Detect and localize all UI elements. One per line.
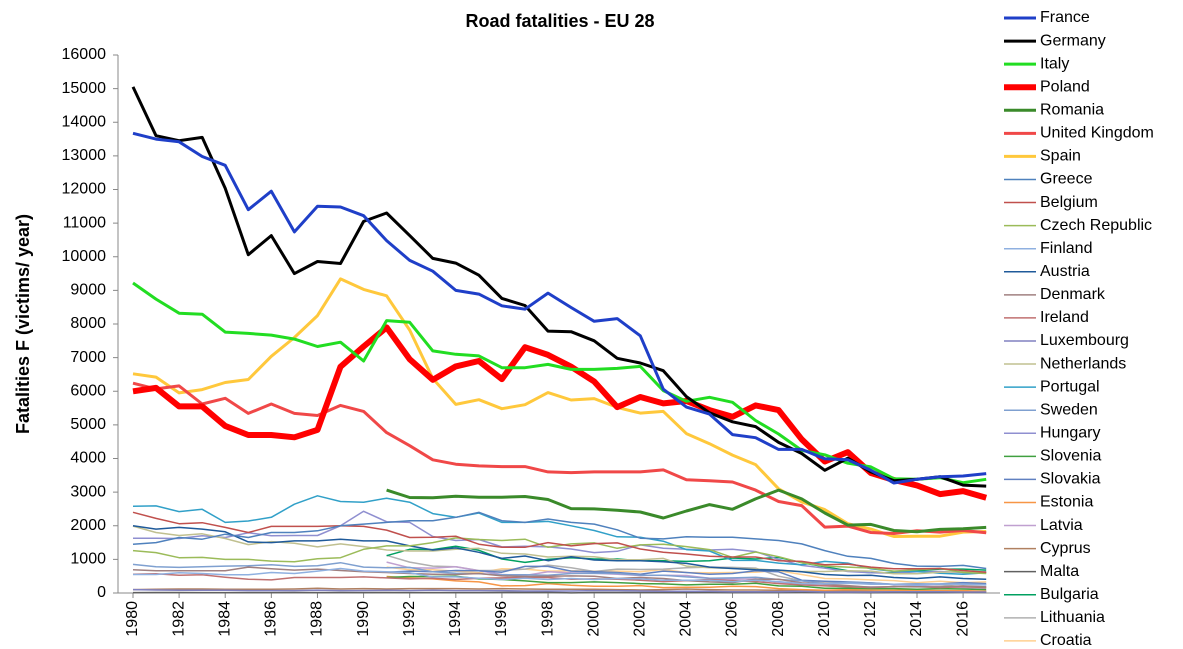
series-line	[386, 575, 987, 593]
y-tick-label: 16000	[62, 46, 107, 63]
legend-label: Poland	[1040, 78, 1090, 95]
legend-label: Netherlands	[1040, 355, 1126, 372]
legend-label: Bulgaria	[1040, 586, 1099, 603]
y-tick-label: 0	[97, 584, 106, 601]
x-tick-label: 2016	[954, 601, 971, 637]
legend-label: Denmark	[1040, 286, 1106, 303]
legend-label: Sweden	[1040, 401, 1098, 418]
x-tick-label: 1998	[539, 601, 556, 637]
series-line	[132, 511, 987, 570]
series-line	[132, 561, 987, 586]
x-tick-label: 2006	[724, 601, 741, 637]
x-tick-label: 2014	[908, 601, 925, 637]
legend-label: France	[1040, 9, 1090, 26]
chart-title: Road fatalities - EU 28	[465, 11, 654, 31]
series-line	[132, 381, 987, 535]
legend-label: Cyprus	[1040, 540, 1091, 557]
series-line	[132, 495, 987, 575]
legend-label: Belgium	[1040, 194, 1098, 211]
y-tick-label: 1000	[70, 551, 106, 568]
y-tick-label: 6000	[70, 382, 106, 399]
legend-label: Austria	[1040, 263, 1090, 280]
legend-label: Spain	[1040, 148, 1081, 165]
y-tick-label: 13000	[62, 147, 107, 164]
legend-label: Czech Republic	[1040, 217, 1152, 234]
series-line	[132, 324, 988, 501]
x-tick-label: 2010	[816, 601, 833, 637]
y-tick-label: 8000	[70, 315, 106, 332]
legend-label: Slovakia	[1040, 471, 1101, 488]
y-tick-label: 4000	[70, 450, 106, 467]
legend-label: Malta	[1040, 563, 1079, 580]
x-tick-label: 2008	[770, 601, 787, 637]
legend-label: Italy	[1040, 55, 1069, 72]
legend-label: Germany	[1040, 32, 1106, 49]
series-line	[132, 281, 987, 485]
legend-label: Portugal	[1040, 378, 1100, 395]
x-tick-label: 1992	[401, 601, 418, 637]
y-tick-label: 15000	[62, 80, 107, 97]
y-tick-label: 2000	[70, 517, 106, 534]
x-tick-label: 2012	[862, 601, 879, 637]
legend-label: Luxembourg	[1040, 332, 1129, 349]
legend-label: Greece	[1040, 171, 1093, 188]
x-tick-label: 2000	[585, 601, 602, 637]
legend-label: Lithuania	[1040, 609, 1105, 626]
legend-label: Romania	[1040, 101, 1104, 118]
y-tick-label: 14000	[62, 113, 107, 130]
y-tick-label: 9000	[70, 282, 106, 299]
x-tick-label: 1990	[355, 601, 372, 637]
legend-label: Latvia	[1040, 517, 1083, 534]
legend-label: Croatia	[1040, 632, 1092, 649]
y-tick-label: 10000	[62, 248, 107, 265]
x-tick-label: 1984	[216, 601, 233, 637]
series-line	[132, 587, 987, 593]
y-tick-label: 5000	[70, 416, 106, 433]
series-line	[132, 511, 987, 573]
series-line	[132, 525, 987, 580]
x-tick-label: 1988	[309, 601, 326, 637]
legend-label: Ireland	[1040, 309, 1089, 326]
legend-label: Hungary	[1040, 424, 1100, 441]
series-line	[132, 131, 987, 485]
y-tick-label: 7000	[70, 349, 106, 366]
legend-label: Estonia	[1040, 494, 1093, 511]
x-tick-label: 1994	[447, 601, 464, 637]
series-line	[132, 537, 987, 575]
x-tick-label: 2004	[678, 601, 695, 637]
x-tick-label: 1986	[263, 601, 280, 637]
series-line	[132, 277, 987, 538]
x-tick-label: 1982	[170, 601, 187, 637]
y-axis-title: Fatalities F (victims/ year)	[13, 214, 33, 434]
y-tick-label: 3000	[70, 483, 106, 500]
legend-label: Finland	[1040, 240, 1092, 257]
x-tick-label: 2002	[632, 601, 649, 637]
x-tick-label: 1980	[124, 601, 141, 637]
y-tick-label: 12000	[62, 181, 107, 198]
series-line	[132, 566, 987, 589]
series-line	[133, 567, 987, 587]
series-line	[386, 488, 987, 534]
legend-label: United Kingdom	[1040, 125, 1154, 142]
y-tick-label: 11000	[63, 214, 106, 231]
series-line	[132, 588, 987, 593]
x-tick-label: 1996	[493, 601, 510, 637]
series-line	[131, 86, 987, 488]
legend-label: Slovenia	[1040, 448, 1101, 465]
